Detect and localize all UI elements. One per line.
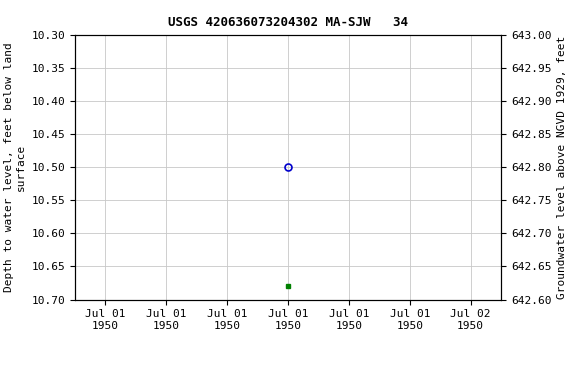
- Legend: Period of approved data: Period of approved data: [179, 382, 397, 384]
- Y-axis label: Depth to water level, feet below land
surface: Depth to water level, feet below land su…: [4, 42, 26, 292]
- Y-axis label: Groundwater level above NGVD 1929, feet: Groundwater level above NGVD 1929, feet: [557, 35, 567, 299]
- Title: USGS 420636073204302 MA-SJW   34: USGS 420636073204302 MA-SJW 34: [168, 16, 408, 29]
